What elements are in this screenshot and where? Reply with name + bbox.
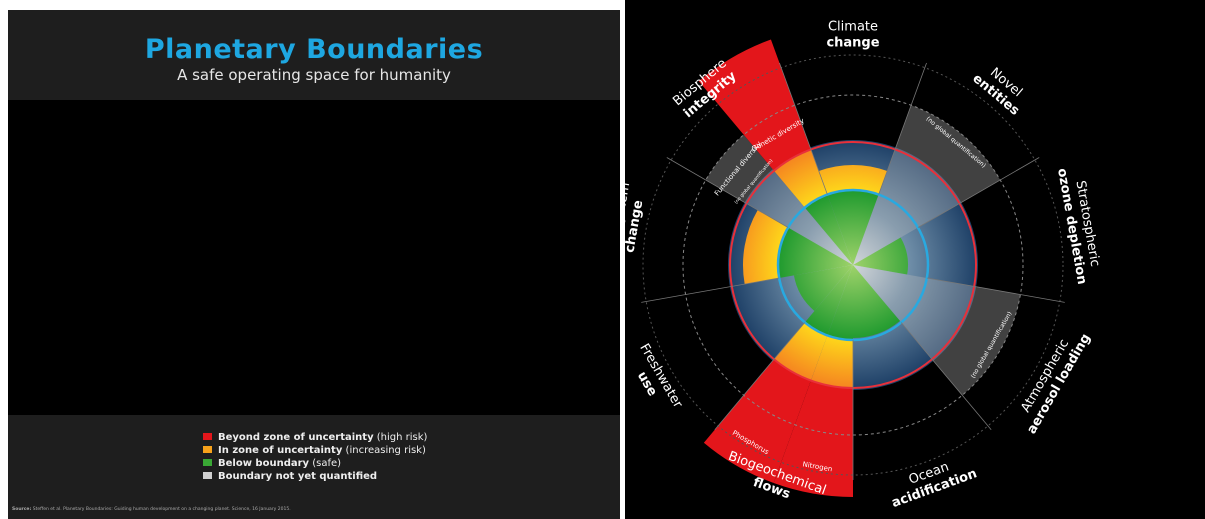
legend-label: In zone of uncertainty (218, 445, 342, 456)
legend-item: Beyond zone of uncertainty (high risk) (203, 431, 427, 444)
legend-note: (increasing risk) (346, 445, 426, 456)
boundaries-wheel: ClimatechangeNovelentitiesStratospherico… (625, 0, 1205, 519)
boundary-label: change (826, 36, 879, 51)
legend-item: Below boundary (safe) (203, 457, 427, 470)
left-panel: Planetary Boundaries A safe operating sp… (8, 10, 620, 519)
header: Planetary Boundaries A safe operating sp… (8, 10, 620, 100)
legend-label: Boundary not yet quantified (218, 471, 377, 482)
legend-item: In zone of uncertainty (increasing risk) (203, 444, 427, 457)
title: Planetary Boundaries (8, 34, 620, 65)
source-text: Steffen et al. Planetary Boundaries: Gui… (33, 507, 291, 512)
subtitle: A safe operating space for humanity (8, 66, 620, 84)
legend: Beyond zone of uncertainty (high risk) I… (203, 431, 427, 483)
legend-note: (safe) (312, 458, 341, 469)
legend-label: Below boundary (218, 458, 309, 469)
footer: Beyond zone of uncertainty (high risk) I… (8, 415, 620, 519)
boundary-label: Climate (828, 20, 878, 35)
legend-note: (high risk) (377, 432, 428, 443)
page: Planetary Boundaries A safe operating sp… (0, 0, 1205, 519)
source-label: Source: (12, 507, 31, 512)
legend-label: Beyond zone of uncertainty (218, 432, 374, 443)
legend-item: Boundary not yet quantified (203, 470, 427, 483)
source: Source: Steffen et al. Planetary Boundar… (12, 507, 291, 512)
